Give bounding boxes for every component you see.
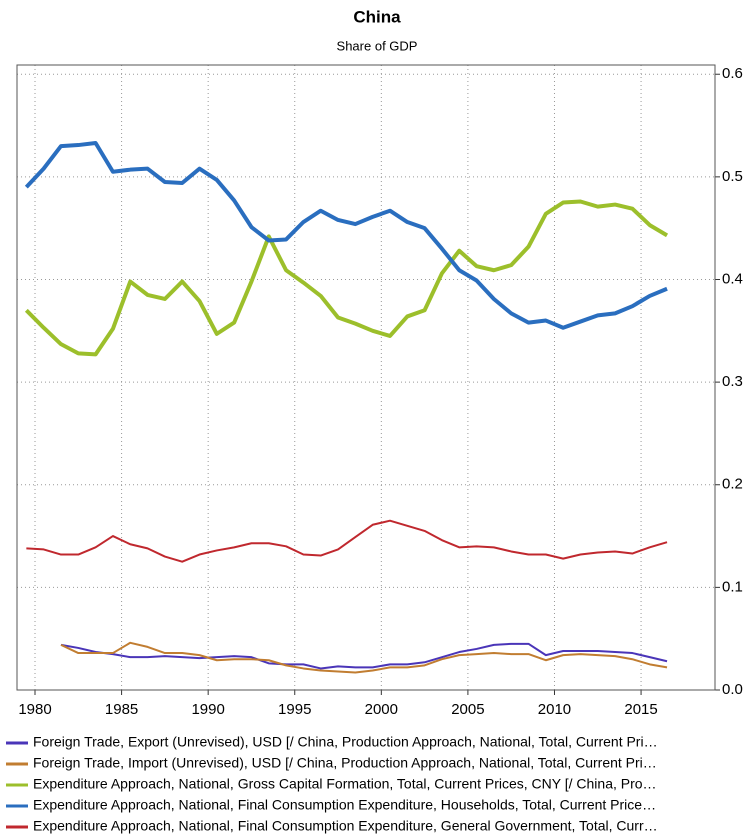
chart-title: China [353,7,401,26]
plot-frame [16,64,716,691]
series-line [60,641,668,674]
y-tick-label: 0.5 [722,168,743,185]
series-line [24,199,669,357]
y-tick-label: 0.6 [722,65,743,82]
series-line [24,140,668,330]
x-tick-label: 1990 [191,701,224,718]
y-tick-label: 0.2 [722,476,743,493]
x-tick-label: 2015 [624,701,657,718]
legend-label: Foreign Trade, Export (Unrevised), USD [… [33,734,658,750]
y-tick-label: 0.0 [722,681,743,698]
legend-label: Expenditure Approach, National, Gross Ca… [33,776,657,792]
x-tick-label: 1980 [18,701,51,718]
legend-label: Foreign Trade, Import (Unrevised), USD [… [33,755,657,771]
x-tick-label: 1985 [105,701,138,718]
legend-label: Expenditure Approach, National, Final Co… [33,818,658,834]
chart-subtitle: Share of GDP [337,38,418,53]
y-tick-label: 0.1 [722,578,743,595]
x-tick-label: 1995 [278,701,311,718]
y-tick-label: 0.3 [722,373,743,390]
y-tick-label: 0.4 [722,270,743,287]
x-tick-label: 2005 [451,701,484,718]
series-line [26,519,668,563]
legend-label: Expenditure Approach, National, Final Co… [33,797,656,813]
x-tick-label: 2000 [365,701,398,718]
series-line [60,642,668,670]
x-tick-label: 2010 [538,701,571,718]
